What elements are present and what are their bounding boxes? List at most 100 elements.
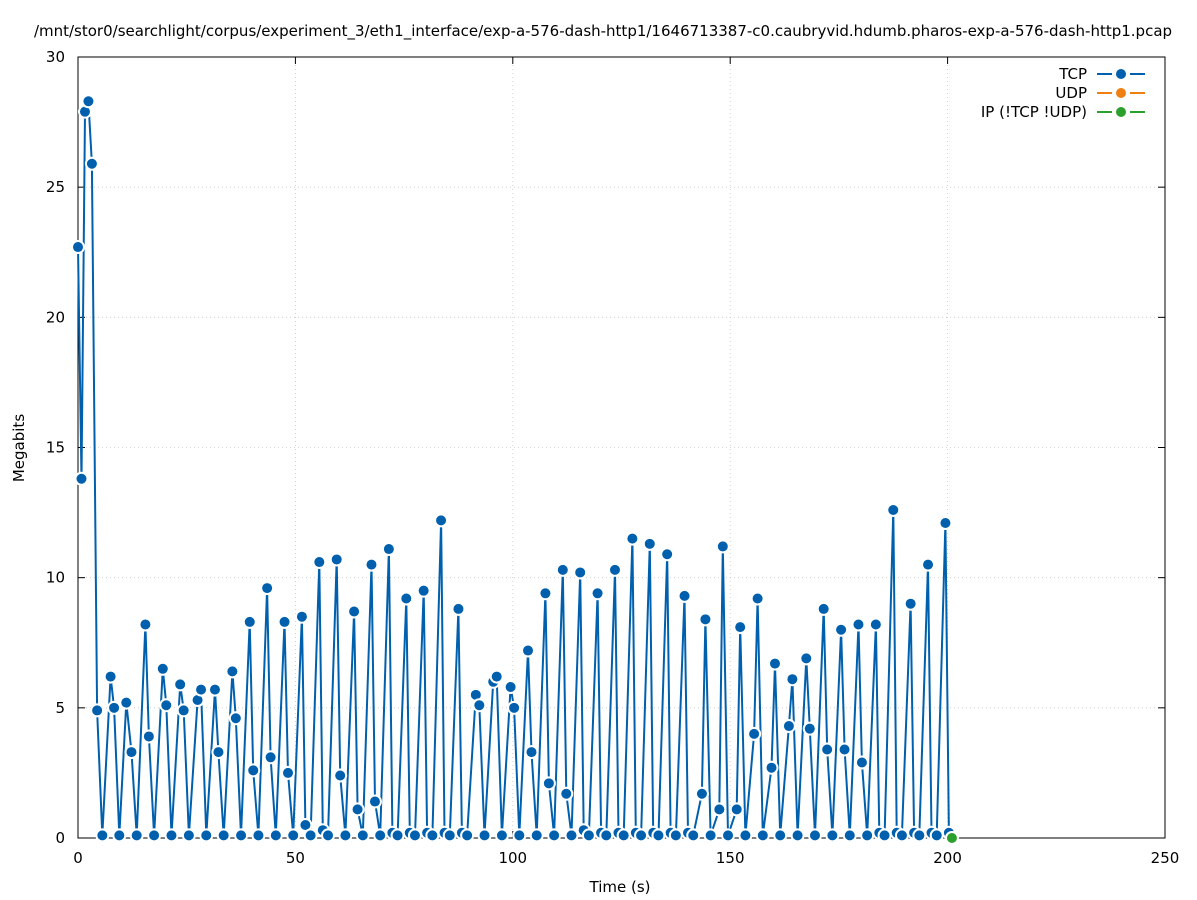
data-point bbox=[888, 504, 899, 515]
data-point bbox=[752, 593, 763, 604]
data-point bbox=[375, 830, 386, 841]
x-tick-label: 0 bbox=[73, 849, 83, 867]
data-point bbox=[175, 679, 186, 690]
data-point bbox=[723, 830, 734, 841]
data-point bbox=[92, 705, 103, 716]
x-tick-label: 150 bbox=[716, 849, 745, 867]
data-point bbox=[575, 567, 586, 578]
data-point bbox=[409, 830, 420, 841]
data-point bbox=[270, 830, 281, 841]
data-point bbox=[453, 603, 464, 614]
data-point bbox=[401, 593, 412, 604]
data-point bbox=[305, 830, 316, 841]
data-point bbox=[505, 682, 516, 693]
data-point bbox=[253, 830, 264, 841]
data-point bbox=[236, 830, 247, 841]
data-point bbox=[427, 830, 438, 841]
data-point bbox=[757, 830, 768, 841]
data-point bbox=[540, 588, 551, 599]
data-point bbox=[679, 590, 690, 601]
data-point bbox=[121, 697, 132, 708]
data-point bbox=[592, 588, 603, 599]
data-point bbox=[314, 557, 325, 568]
data-point bbox=[201, 830, 212, 841]
series-2 bbox=[944, 831, 959, 845]
data-point bbox=[792, 830, 803, 841]
data-point bbox=[818, 603, 829, 614]
y-tick-label: 5 bbox=[55, 699, 65, 717]
data-point bbox=[279, 616, 290, 627]
data-point bbox=[357, 830, 368, 841]
data-point bbox=[166, 830, 177, 841]
data-point bbox=[783, 721, 794, 732]
data-point bbox=[514, 830, 525, 841]
data-point bbox=[192, 695, 203, 706]
data-point bbox=[183, 830, 194, 841]
data-point bbox=[340, 830, 351, 841]
data-point bbox=[349, 606, 360, 617]
data-point bbox=[557, 564, 568, 575]
data-point bbox=[300, 819, 311, 830]
data-point bbox=[209, 684, 220, 695]
data-point bbox=[879, 830, 890, 841]
data-point bbox=[418, 585, 429, 596]
data-point bbox=[140, 619, 151, 630]
data-point bbox=[109, 702, 120, 713]
data-point bbox=[653, 830, 664, 841]
data-point bbox=[73, 242, 83, 253]
data-point bbox=[131, 830, 142, 841]
legend-label: UDP bbox=[1055, 84, 1087, 102]
data-point bbox=[766, 762, 777, 773]
data-point bbox=[870, 619, 881, 630]
data-point bbox=[86, 158, 97, 169]
data-point bbox=[896, 830, 907, 841]
data-point bbox=[931, 830, 942, 841]
data-point bbox=[914, 830, 925, 841]
data-point bbox=[149, 830, 160, 841]
series-line bbox=[77, 100, 950, 837]
data-point bbox=[114, 830, 125, 841]
legend-label: IP (!TCP !UDP) bbox=[981, 103, 1087, 121]
data-point bbox=[714, 804, 725, 815]
data-point bbox=[196, 684, 207, 695]
data-point bbox=[496, 830, 507, 841]
data-point bbox=[923, 559, 934, 570]
x-axis-label: Time (s) bbox=[589, 878, 651, 896]
x-tick-label: 200 bbox=[933, 849, 962, 867]
data-point bbox=[509, 702, 520, 713]
data-point bbox=[583, 830, 594, 841]
x-tick-label: 250 bbox=[1151, 849, 1180, 867]
data-point bbox=[283, 767, 294, 778]
data-point bbox=[470, 689, 481, 700]
data-point bbox=[462, 830, 473, 841]
data-point bbox=[230, 713, 241, 724]
data-point bbox=[696, 788, 707, 799]
data-point bbox=[905, 598, 916, 609]
series-0 bbox=[71, 94, 956, 843]
data-point bbox=[323, 830, 334, 841]
data-point bbox=[262, 583, 273, 594]
data-point bbox=[856, 757, 867, 768]
data-point bbox=[566, 830, 577, 841]
data-point bbox=[731, 804, 742, 815]
data-point bbox=[940, 517, 951, 528]
data-point bbox=[717, 541, 728, 552]
data-point bbox=[126, 747, 137, 758]
data-point bbox=[213, 747, 224, 758]
series-layer bbox=[71, 94, 959, 845]
data-point bbox=[523, 645, 534, 656]
data-point bbox=[775, 830, 786, 841]
data-point bbox=[265, 752, 276, 763]
data-point bbox=[531, 830, 542, 841]
data-point bbox=[491, 671, 502, 682]
data-point bbox=[288, 830, 299, 841]
data-point bbox=[331, 554, 342, 565]
data-point bbox=[844, 830, 855, 841]
data-point bbox=[335, 770, 346, 781]
x-tick-label: 100 bbox=[498, 849, 527, 867]
data-point bbox=[549, 830, 560, 841]
data-point bbox=[801, 653, 812, 664]
data-point bbox=[392, 830, 403, 841]
data-point bbox=[474, 700, 485, 711]
